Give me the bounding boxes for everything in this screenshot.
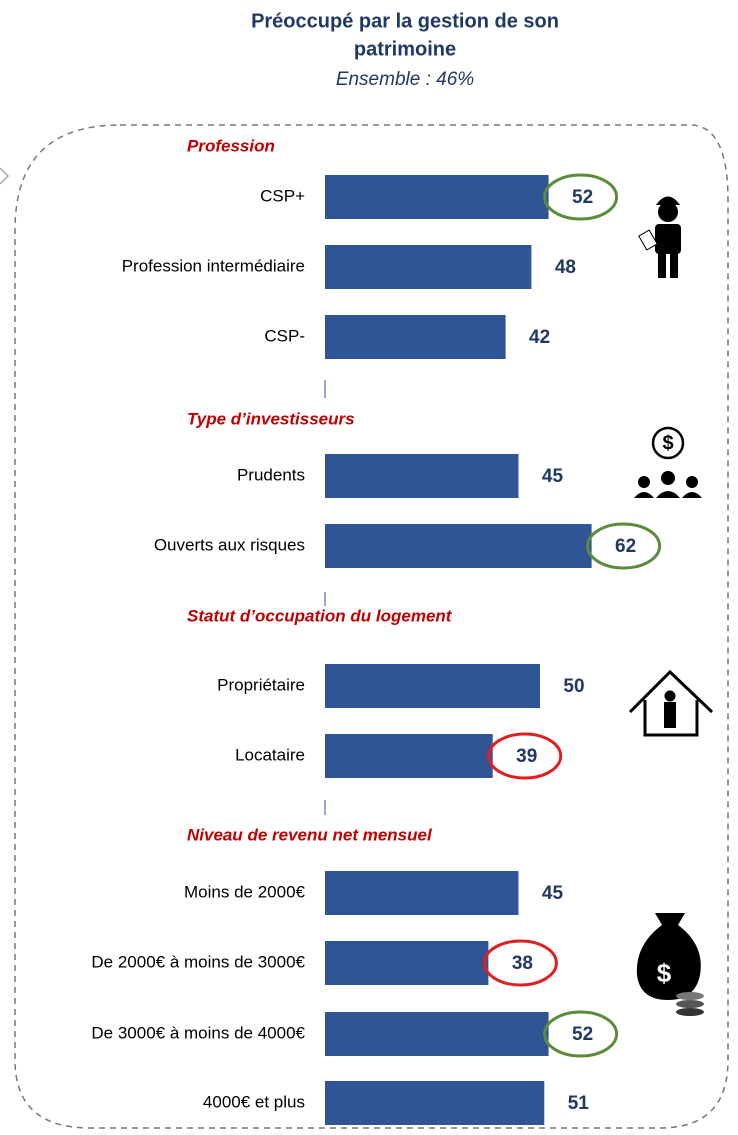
bar bbox=[325, 734, 493, 778]
category-label: Moins de 2000€ bbox=[184, 882, 306, 901]
group-heading: Statut d’occupation du logement bbox=[187, 606, 453, 625]
chart-subtitle: Ensemble : 46% bbox=[336, 69, 474, 90]
highlight-circle bbox=[586, 522, 662, 570]
group-heading: Niveau de revenu net mensuel bbox=[187, 825, 433, 844]
highlight-circle bbox=[543, 1010, 619, 1058]
bar bbox=[325, 1081, 545, 1125]
highlight-circle bbox=[487, 732, 563, 780]
bar bbox=[325, 941, 489, 985]
bar bbox=[325, 454, 519, 498]
category-label: CSP+ bbox=[260, 186, 305, 205]
value-label: 62 bbox=[615, 536, 636, 557]
chart-title: Préoccupé par la gestion de son bbox=[251, 10, 559, 32]
value-label: 48 bbox=[555, 257, 576, 278]
bar bbox=[325, 245, 532, 289]
value-label: 50 bbox=[563, 676, 584, 697]
value-label: 45 bbox=[542, 883, 564, 904]
value-label: 45 bbox=[542, 466, 564, 487]
category-label: CSP- bbox=[264, 326, 305, 345]
bar bbox=[325, 664, 540, 708]
value-label: 52 bbox=[572, 187, 593, 208]
group-heading: Profession bbox=[187, 136, 275, 155]
value-label: 39 bbox=[516, 746, 537, 767]
bar bbox=[325, 871, 519, 915]
value-label: 42 bbox=[529, 327, 550, 348]
money-icon: $ bbox=[636, 913, 704, 1016]
worker-icon bbox=[638, 196, 681, 278]
category-label: Propriétaire bbox=[217, 675, 305, 694]
category-label: Locataire bbox=[235, 745, 305, 764]
investors-icon: $ bbox=[634, 426, 702, 498]
dashed-frame bbox=[14, 124, 729, 1129]
arrow-icon bbox=[0, 167, 10, 185]
bar bbox=[325, 315, 506, 359]
chart-title: patrimoine bbox=[354, 38, 456, 60]
value-label: 51 bbox=[568, 1093, 590, 1114]
value-label: 38 bbox=[512, 953, 533, 974]
group-heading: Type d’investisseurs bbox=[187, 409, 355, 428]
bar bbox=[325, 175, 549, 219]
value-label: 52 bbox=[572, 1024, 593, 1045]
category-label: Ouverts aux risques bbox=[154, 535, 305, 554]
highlight-circle bbox=[482, 939, 558, 987]
category-label: Prudents bbox=[237, 465, 305, 484]
svg-text:$: $ bbox=[657, 958, 672, 988]
house-icon bbox=[628, 669, 714, 737]
bar bbox=[325, 524, 592, 568]
bar bbox=[325, 1012, 549, 1056]
svg-text:$: $ bbox=[662, 432, 673, 454]
category-label: Profession intermédiaire bbox=[122, 256, 305, 275]
highlight-circle bbox=[543, 173, 619, 221]
category-label: 4000€ et plus bbox=[203, 1092, 305, 1111]
category-label: De 2000€ à moins de 3000€ bbox=[91, 952, 305, 971]
category-label: De 3000€ à moins de 4000€ bbox=[91, 1023, 305, 1042]
